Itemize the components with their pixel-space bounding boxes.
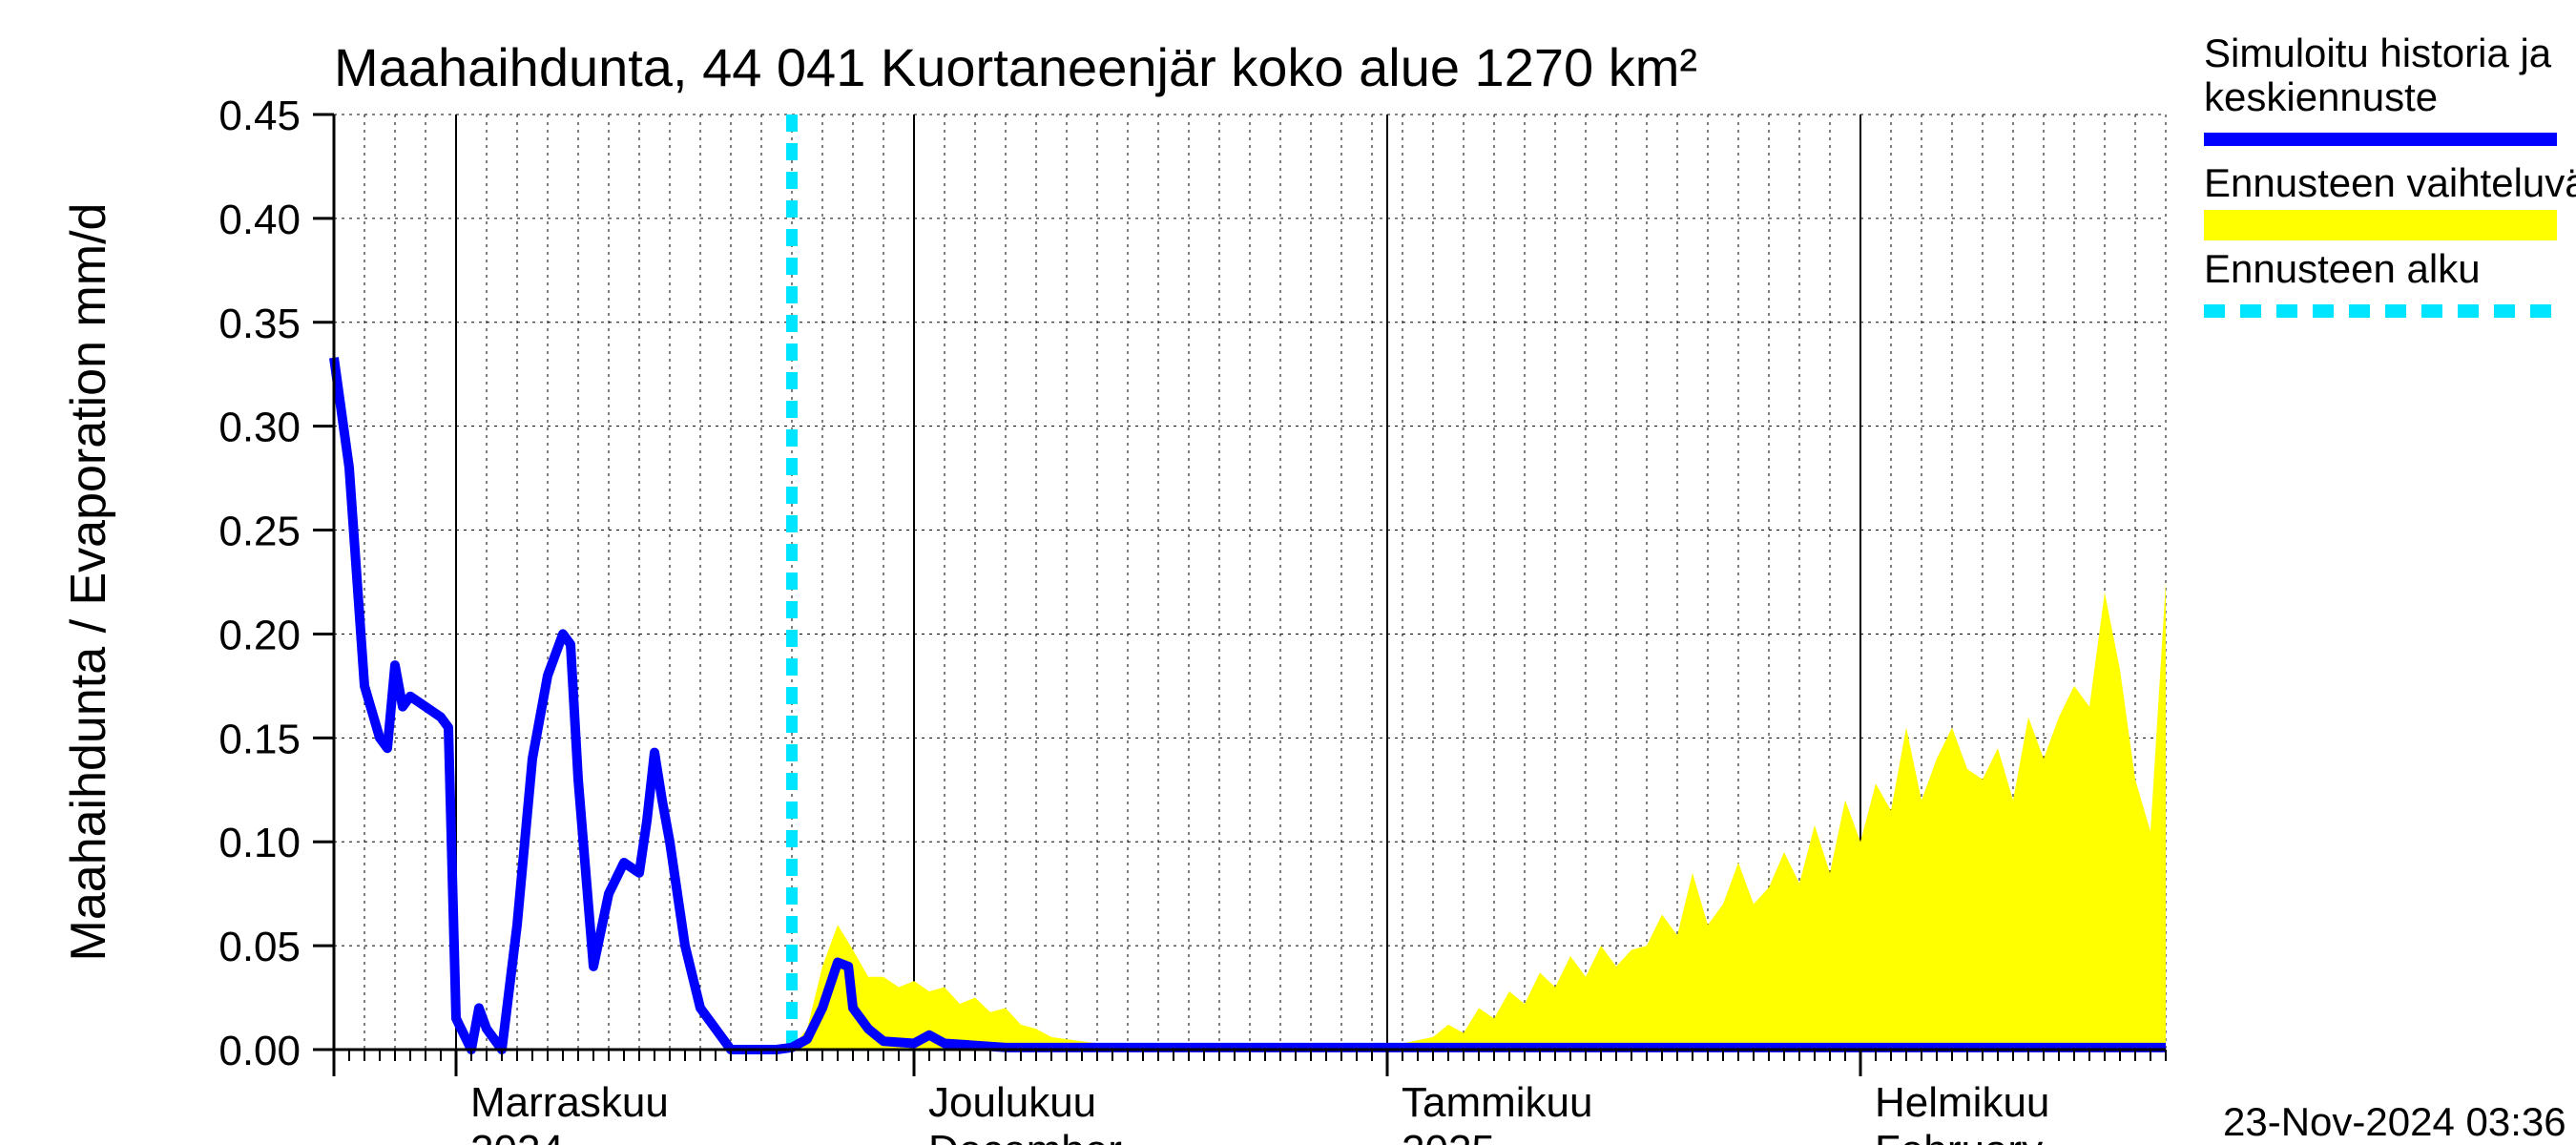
legend-label: Simuloitu historia ja: [2204, 31, 2552, 75]
y-tick-label: 0.10: [218, 820, 301, 866]
x-month-label-top: Helmikuu: [1875, 1079, 2049, 1126]
x-month-label-bottom: February: [1875, 1127, 2043, 1145]
x-month-label-bottom: December: [928, 1127, 1122, 1145]
y-tick-label: 0.40: [218, 197, 301, 243]
chart-background: [0, 0, 2576, 1145]
legend-label: Ennusteen alku: [2204, 246, 2481, 291]
legend-label: Ennusteen vaihteluväli: [2204, 160, 2576, 205]
x-month-label-top: Tammikuu: [1402, 1079, 1593, 1126]
y-tick-label: 0.05: [218, 924, 301, 970]
x-month-label-bottom: 2025: [1402, 1127, 1495, 1145]
y-tick-label: 0.30: [218, 405, 301, 451]
y-tick-label: 0.45: [218, 93, 301, 139]
y-tick-label: 0.00: [218, 1028, 301, 1074]
chart-title: Maahaihdunta, 44 041 Kuortaneenjär koko …: [334, 37, 1697, 97]
chart-footer: 23-Nov-2024 03:36 WSFS-O: [2223, 1099, 2576, 1144]
y-tick-label: 0.25: [218, 509, 301, 555]
y-tick-label: 0.20: [218, 612, 301, 658]
y-tick-label: 0.15: [218, 716, 301, 762]
x-month-label-top: Joulukuu: [928, 1079, 1096, 1126]
x-month-label-top: Marraskuu: [470, 1079, 669, 1126]
evaporation-chart: 0.00 0.05 0.10 0.15 0.20 0.25 0.30 0.35 0.40 0.45…: [0, 0, 2576, 1145]
chart-svg: 0.00 0.05 0.10 0.15 0.20 0.25 0.30 0.35 0.40 0.45…: [0, 0, 2576, 1145]
y-tick-label: 0.35: [218, 301, 301, 347]
legend-label: keskiennuste: [2204, 74, 2438, 119]
y-axis-label: Maahaihdunta / Evaporation mm/d: [61, 203, 116, 962]
x-month-label-bottom: 2024: [470, 1127, 564, 1145]
